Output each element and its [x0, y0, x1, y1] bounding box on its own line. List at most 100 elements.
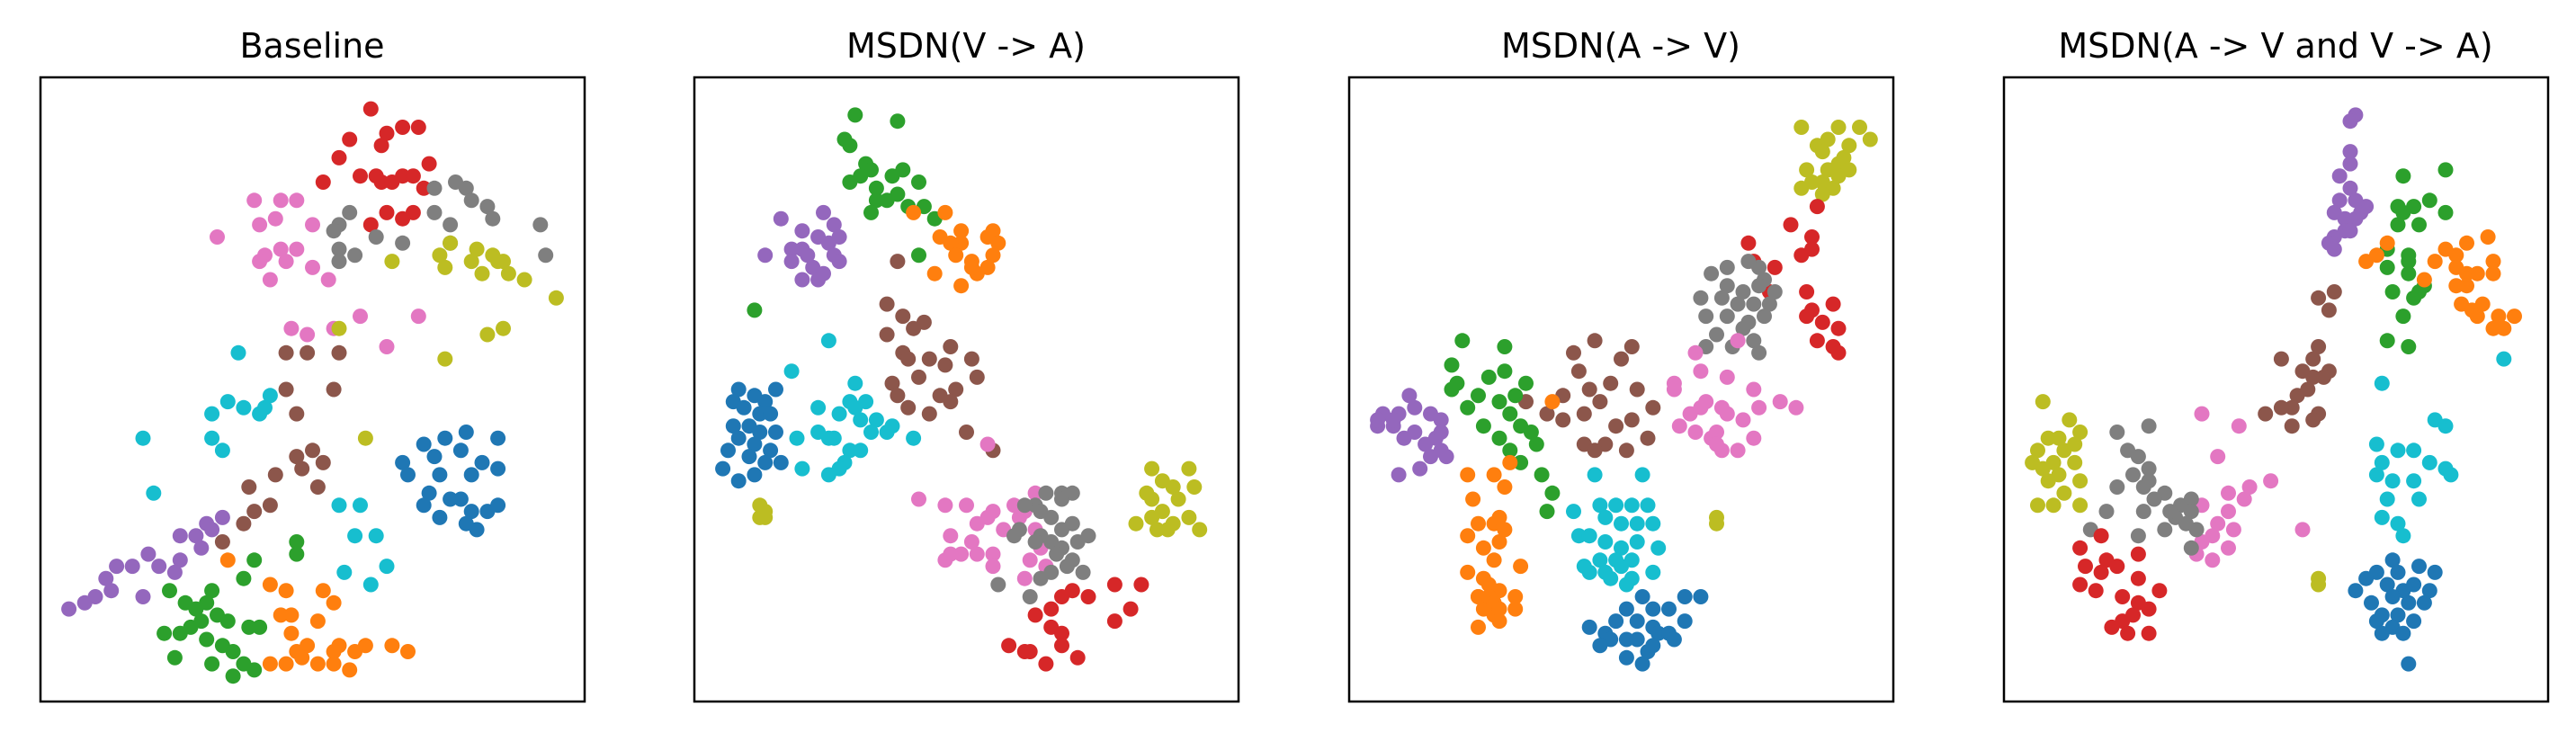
scatter-point-blue: [720, 443, 736, 459]
scatter-point-blue: [463, 504, 479, 520]
scatter-point-brown: [214, 534, 230, 550]
scatter-point-brown: [2326, 284, 2342, 299]
scatter-point-red: [1001, 638, 1017, 654]
scatter-point-cyan: [257, 399, 273, 416]
scatter-point-purple: [1385, 412, 1401, 428]
scatter-point-olive: [1862, 131, 1878, 148]
scatter-point-brown: [1587, 333, 1603, 349]
scatter-point-green: [2411, 284, 2427, 299]
scatter-point-cyan: [2406, 473, 2422, 489]
scatter-point-green: [1507, 388, 1524, 404]
scatter-point-olive: [1144, 491, 1160, 507]
scatter-point-brown: [2258, 406, 2274, 422]
scatter-point-pink: [1687, 344, 1704, 361]
scatter-point-purple: [172, 552, 188, 568]
subplot-baseline: Baseline: [39, 26, 586, 703]
scatter-point-orange: [948, 247, 964, 264]
scatter-point-gray: [342, 204, 358, 220]
scatter-point-gray: [2157, 522, 2173, 538]
scatter-point-orange: [2448, 278, 2464, 294]
scatter-point-red: [315, 174, 331, 190]
scatter-point-brown: [1587, 443, 1603, 459]
scatter-point-green: [289, 534, 305, 550]
scatter-point-gray: [485, 210, 501, 227]
scatter-point-brown: [900, 399, 917, 416]
scatter-point-orange: [1491, 509, 1507, 525]
scatter-point-red: [362, 101, 379, 117]
scatter-point-olive: [2040, 473, 2056, 489]
scatter-point-orange: [985, 223, 1001, 239]
scatter-point-pink: [252, 217, 268, 233]
scatter-point-blue: [2390, 607, 2406, 623]
scatter-point-olive: [2030, 497, 2045, 514]
scatter-point-blue: [1645, 601, 1661, 617]
scatter-point-pink: [267, 210, 283, 227]
scatter-point-cyan: [1566, 504, 1581, 520]
scatter-point-cyan: [810, 399, 827, 416]
scatter-point-blue: [768, 425, 783, 440]
scatter-point-blue: [1618, 601, 1634, 617]
scatter-point-orange: [2416, 272, 2432, 288]
scatter-point-cyan: [820, 333, 836, 349]
scatter-point-pink: [979, 436, 996, 452]
scatter-point-green: [2401, 254, 2417, 270]
scatter-point-red: [1016, 644, 1033, 659]
scatter-point-cyan: [1645, 515, 1661, 532]
scatter-point-cyan: [1592, 497, 1608, 514]
scatter-point-cyan: [906, 430, 922, 446]
scatter-point-orange: [2427, 254, 2443, 270]
scatter-point-olive: [384, 254, 400, 270]
scatter-point-purple: [1396, 430, 1412, 446]
scatter-point-gray: [990, 577, 1006, 593]
scatter-point-olive: [1186, 479, 1203, 495]
scatter-point-gray: [331, 254, 347, 270]
scatter-point-orange: [1486, 467, 1502, 483]
scatter-point-pink: [262, 272, 278, 288]
scatter-point-blue: [2406, 613, 2422, 630]
scatter-point-cyan: [236, 399, 252, 416]
scatter-point-green: [842, 138, 858, 154]
scatter-point-pink: [278, 254, 294, 270]
scatter-point-brown: [236, 515, 252, 532]
scatter-point-gray: [1080, 528, 1096, 544]
scatter-point-red: [2125, 607, 2141, 623]
scatter-point-pink: [300, 326, 316, 343]
scatter-point-purple: [1370, 412, 1386, 428]
scatter-point-purple: [2342, 144, 2358, 160]
scatter-point-pink: [2241, 479, 2258, 495]
scatter-point-olive: [437, 259, 453, 275]
scatter-point-olive: [1830, 168, 1847, 184]
scatter-point-orange: [985, 247, 1001, 264]
scatter-point-orange: [283, 607, 300, 623]
scatter-point-green: [868, 180, 884, 196]
scatter-point-purple: [794, 223, 810, 239]
scatter-point-gray: [2098, 504, 2115, 520]
scatter-point-orange: [2485, 254, 2501, 270]
scatter-point-olive: [1820, 131, 1836, 148]
scatter-point-gray: [1719, 259, 1735, 275]
scatter-point-purple: [2358, 199, 2375, 215]
scatter-point-brown: [262, 497, 278, 514]
scatter-point-olive: [1793, 180, 1810, 196]
scatter-point-red: [395, 210, 411, 227]
scatter-point-olive: [2056, 443, 2072, 459]
scatter-point-olive: [2072, 425, 2089, 440]
scatter-point-purple: [820, 235, 836, 251]
scatter-point-gray: [1698, 308, 1714, 325]
scatter-point-brown: [2284, 418, 2300, 434]
scatter-point-blue: [490, 430, 506, 446]
scatter-point-cyan: [368, 528, 384, 544]
scatter-point-red: [1043, 601, 1060, 617]
scatter-point-blue: [426, 449, 443, 465]
scatter-point-pink: [1693, 363, 1709, 380]
scatter-point-cyan: [214, 443, 230, 459]
scatter-point-gray: [538, 247, 554, 264]
scatter-point-red: [395, 120, 411, 135]
scatter-point-orange: [2485, 265, 2501, 282]
scatter-point-red: [2072, 577, 2089, 593]
scatter-point-cyan: [1629, 515, 1645, 532]
scatter-point-purple: [800, 247, 816, 264]
scatter-point-cyan: [1623, 497, 1640, 514]
scatter-point-cyan: [1597, 534, 1614, 550]
scatter-point-red: [416, 180, 432, 196]
